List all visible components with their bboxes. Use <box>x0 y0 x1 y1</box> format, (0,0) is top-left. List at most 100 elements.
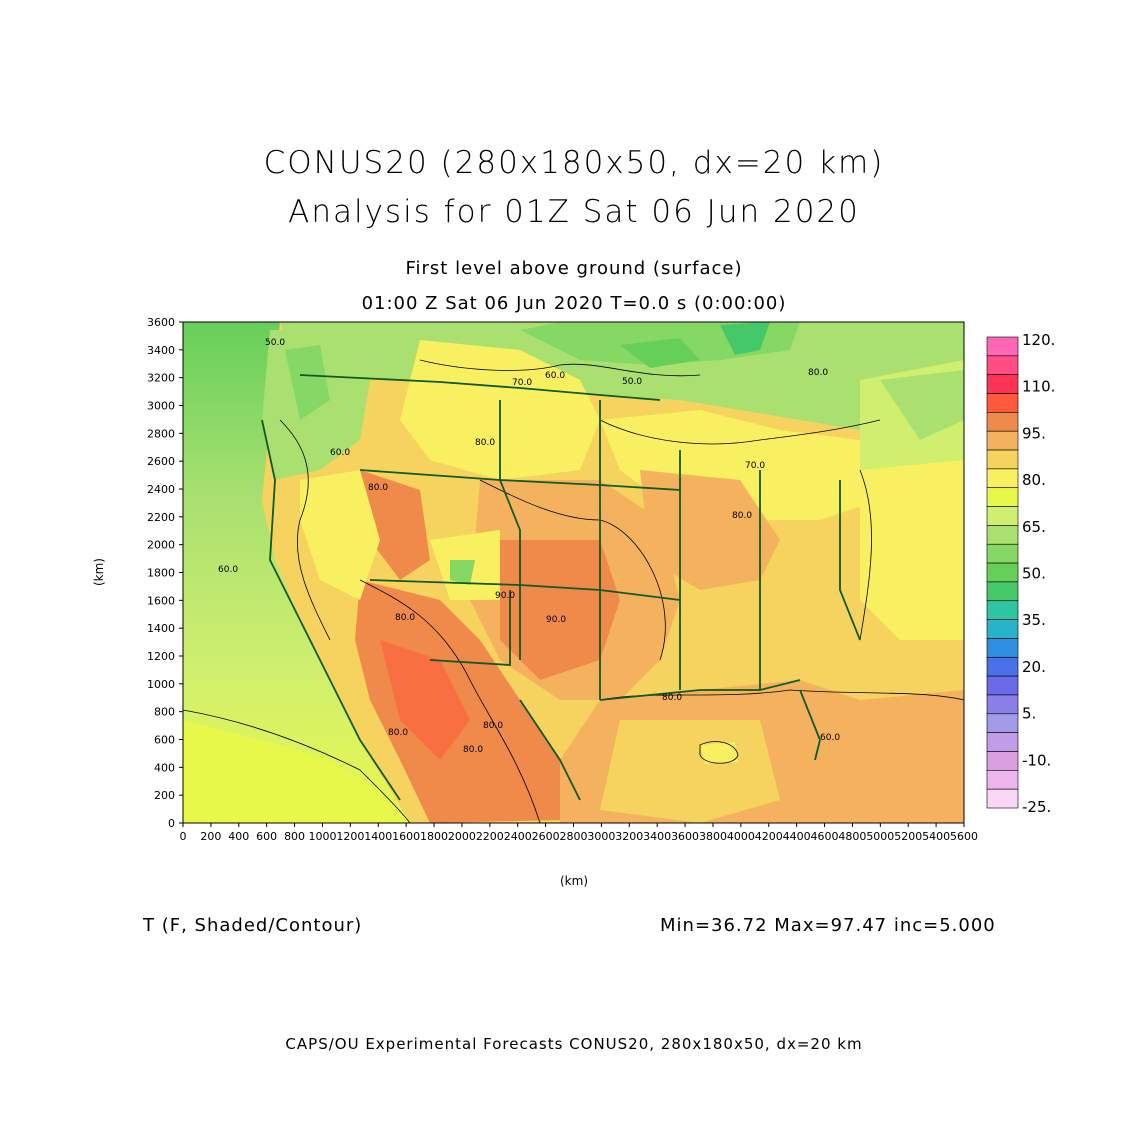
y-tick-label: 1200 <box>147 650 175 663</box>
time-subtitle: 01:00 Z Sat 06 Jun 2020 T=0.0 s (0:00:00… <box>361 293 787 314</box>
colorbar-label: 20. <box>1022 658 1046 676</box>
geographic-boundaries <box>261 374 861 801</box>
contour-label: 60.0 <box>330 448 350 458</box>
colorbar-swatch <box>986 600 1019 620</box>
colorbar-swatch <box>986 675 1019 696</box>
colorbar-swatch <box>986 412 1019 432</box>
colorbar-label: 5. <box>1022 705 1036 723</box>
contour-label: 90.0 <box>546 615 566 625</box>
colorbar-label: 65. <box>1022 518 1046 536</box>
colorbar-swatch <box>986 770 1019 790</box>
x-tick-label: 4400 <box>783 830 811 843</box>
x-tick-label: 5400 <box>922 830 950 843</box>
x-tick-label: 2800 <box>560 830 588 843</box>
y-tick-label: 1400 <box>147 622 175 635</box>
colorbar-label: 120. <box>1022 331 1055 349</box>
colorbar-swatch <box>986 713 1019 733</box>
y-tick-label: 1600 <box>147 594 175 607</box>
y-tick-label: 3200 <box>147 372 175 385</box>
x-tick-label: 1000 <box>308 830 336 843</box>
colorbar-swatch <box>986 355 1019 375</box>
colorbar-swatch <box>986 336 1019 357</box>
level-subtitle: First level above ground (surface) <box>405 258 743 279</box>
field-name: T (F, Shaded/Contour) <box>143 915 363 936</box>
x-tick-label: 800 <box>284 830 305 843</box>
x-tick-label: 2000 <box>448 830 476 843</box>
x-tick-label: 3200 <box>615 830 643 843</box>
colorbar-label: 95. <box>1022 424 1046 442</box>
contour-label: 70.0 <box>745 461 765 471</box>
colorbar-swatch <box>986 694 1019 715</box>
colorbar-swatch <box>986 751 1019 771</box>
colorbar-swatch <box>986 430 1019 451</box>
contour-label: 80.0 <box>463 745 483 755</box>
y-tick-label: 2000 <box>147 539 175 552</box>
x-tick-label: 3000 <box>587 830 615 843</box>
x-axis-unit: (km) <box>560 874 589 888</box>
contour-label: 80.0 <box>483 721 503 731</box>
colorbar-label: 50. <box>1022 565 1046 583</box>
contour-lines <box>183 359 964 823</box>
contour-label: 80.0 <box>475 438 495 448</box>
map-title-line2: Analysis for 01Z Sat 06 Jun 2020 <box>288 194 860 230</box>
x-tick-label: 200 <box>200 830 221 843</box>
y-tick-label: 600 <box>154 734 175 747</box>
contour-label: 60.0 <box>820 733 840 743</box>
x-tick-label: 1200 <box>336 830 364 843</box>
y-tick-label: 1800 <box>147 567 175 580</box>
contour-label: 80.0 <box>368 483 388 493</box>
x-tick-label: 1800 <box>420 830 448 843</box>
contour-label: 50.0 <box>622 377 642 387</box>
colorbar-swatch <box>986 562 1019 583</box>
x-tick-label: 2200 <box>476 830 504 843</box>
contour-label: 80.0 <box>662 693 682 703</box>
colorbar-swatch <box>986 788 1019 809</box>
colorbar-swatch <box>986 525 1019 545</box>
x-tick-label: 400 <box>228 830 249 843</box>
x-tick-label: 600 <box>256 830 277 843</box>
x-tick-label: 3800 <box>699 830 727 843</box>
y-tick-label: 2200 <box>147 511 175 524</box>
field-stats: Min=36.72 Max=97.47 inc=5.000 <box>660 915 996 936</box>
y-tick-label: 2400 <box>147 483 175 496</box>
colorbar-swatch <box>986 656 1019 677</box>
x-tick-label: 4600 <box>811 830 839 843</box>
colorbar-swatch <box>986 638 1019 658</box>
colorbar-swatch <box>986 393 1019 413</box>
x-tick-label: 2600 <box>532 830 560 843</box>
contour-label: 90.0 <box>495 591 515 601</box>
y-tick-label: 200 <box>154 789 175 802</box>
colorbar-label: 80. <box>1022 471 1046 489</box>
x-tick-label: 5000 <box>866 830 894 843</box>
contour-labels: 50.0 70.0 60.0 50.0 80.0 80.0 60.0 70.0 80.0 60.0… <box>218 338 840 755</box>
colorbar-swatch <box>986 581 1019 602</box>
y-tick-label: 3400 <box>147 344 175 357</box>
colorbar-label: 35. <box>1022 611 1046 629</box>
colorbar-swatch <box>986 487 1019 507</box>
contour-label: 80.0 <box>732 511 752 521</box>
x-tick-label: 3600 <box>671 830 699 843</box>
colorbar-swatch <box>986 732 1019 752</box>
y-tick-label: 2800 <box>147 427 175 440</box>
colorbar-swatch <box>986 449 1019 470</box>
x-tick-label: 1400 <box>364 830 392 843</box>
contour-label: 80.0 <box>388 728 408 738</box>
contour-label: 60.0 <box>218 565 238 575</box>
contour-label: 60.0 <box>545 371 565 381</box>
x-tick-label: 1600 <box>392 830 420 843</box>
colorbar-label: 110. <box>1022 378 1055 396</box>
y-axis-unit: (km) <box>92 558 106 586</box>
colorbar-swatch <box>986 506 1019 526</box>
colorbar-label: -25. <box>1022 798 1051 816</box>
contour-label: 70.0 <box>512 378 532 388</box>
shaded-field <box>183 322 964 823</box>
x-tick-label: 5600 <box>950 830 978 843</box>
x-tick-label: 0 <box>180 830 187 843</box>
map-title-line1: CONUS20 (280x180x50, dx=20 km) <box>263 145 885 181</box>
y-tick-label: 3000 <box>147 400 175 413</box>
footer-credit: CAPS/OU Experimental Forecasts CONUS20, … <box>285 1035 863 1053</box>
y-tick-label: 2600 <box>147 455 175 468</box>
x-tick-label: 2400 <box>504 830 532 843</box>
y-tick-label: 0 <box>168 817 175 830</box>
